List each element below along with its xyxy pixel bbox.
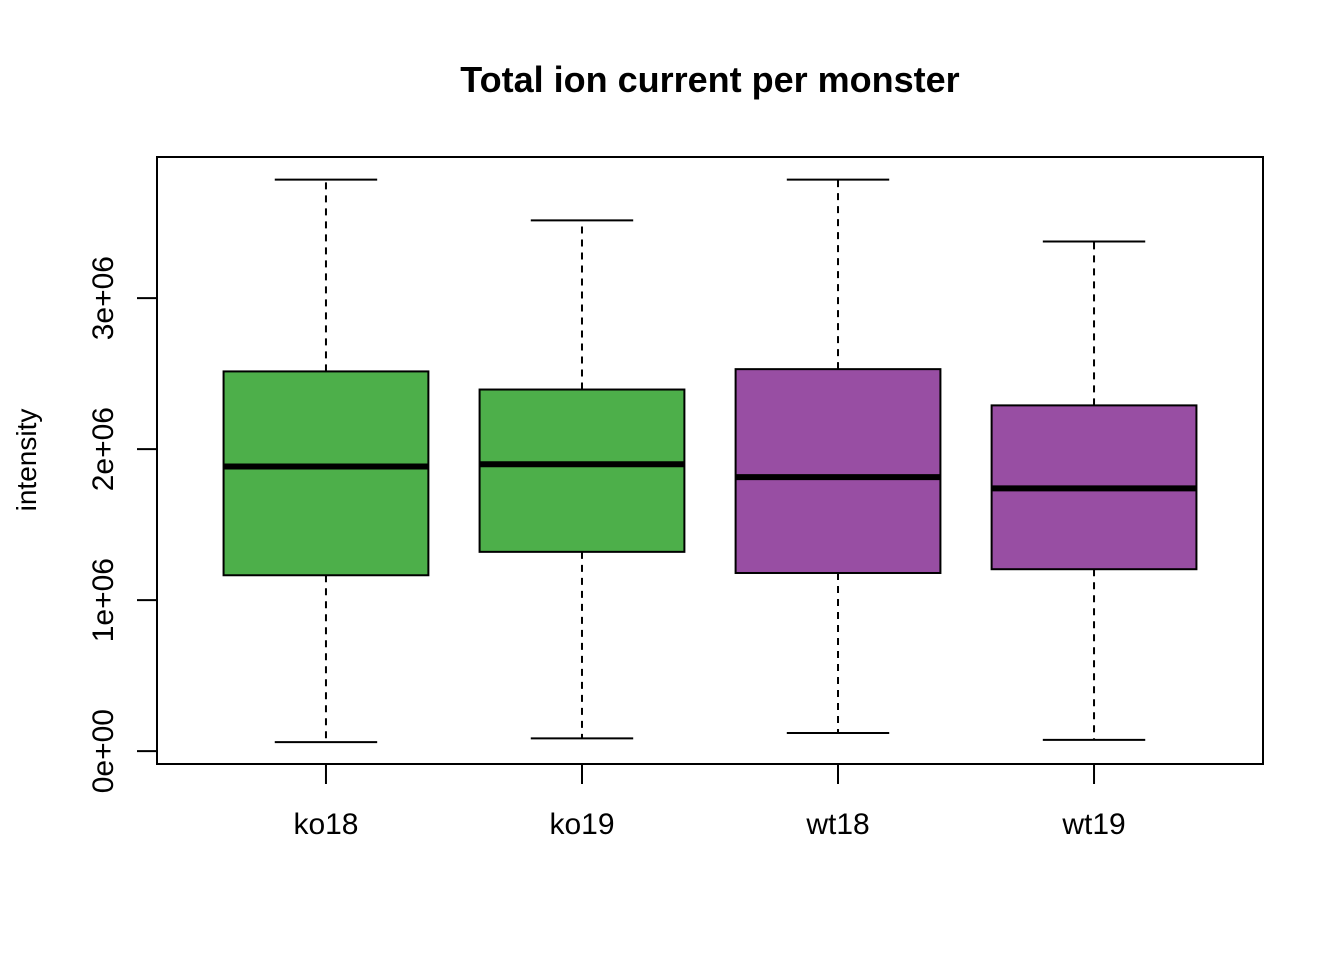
x-tick-label: wt18 [805,808,869,841]
iqr-box [734,368,942,574]
box-wt18 [734,178,942,735]
iqr-box [222,370,430,577]
x-tick-label: ko18 [293,808,358,841]
box-ko19 [478,219,686,740]
chart-title: Total ion current per monster [460,59,959,100]
box-wt19 [990,240,1198,741]
plot-frame [156,156,1264,765]
axes-layer: ko18 ko19 wt18 wt19 0e+00 1e+06 2e+06 3e+06 [87,256,1126,841]
iqr-box [478,388,686,553]
y-tick-label: 1e+06 [87,558,120,642]
box-ko18 [222,178,430,744]
boxes-layer [222,178,1198,744]
x-tick-label: ko19 [549,808,614,841]
x-tick-label: wt19 [1061,808,1125,841]
y-tick-label: 0e+00 [87,709,120,793]
y-tick-label: 3e+06 [87,256,120,340]
y-axis-label: intensity [11,409,42,512]
y-tick-label: 2e+06 [87,407,120,491]
